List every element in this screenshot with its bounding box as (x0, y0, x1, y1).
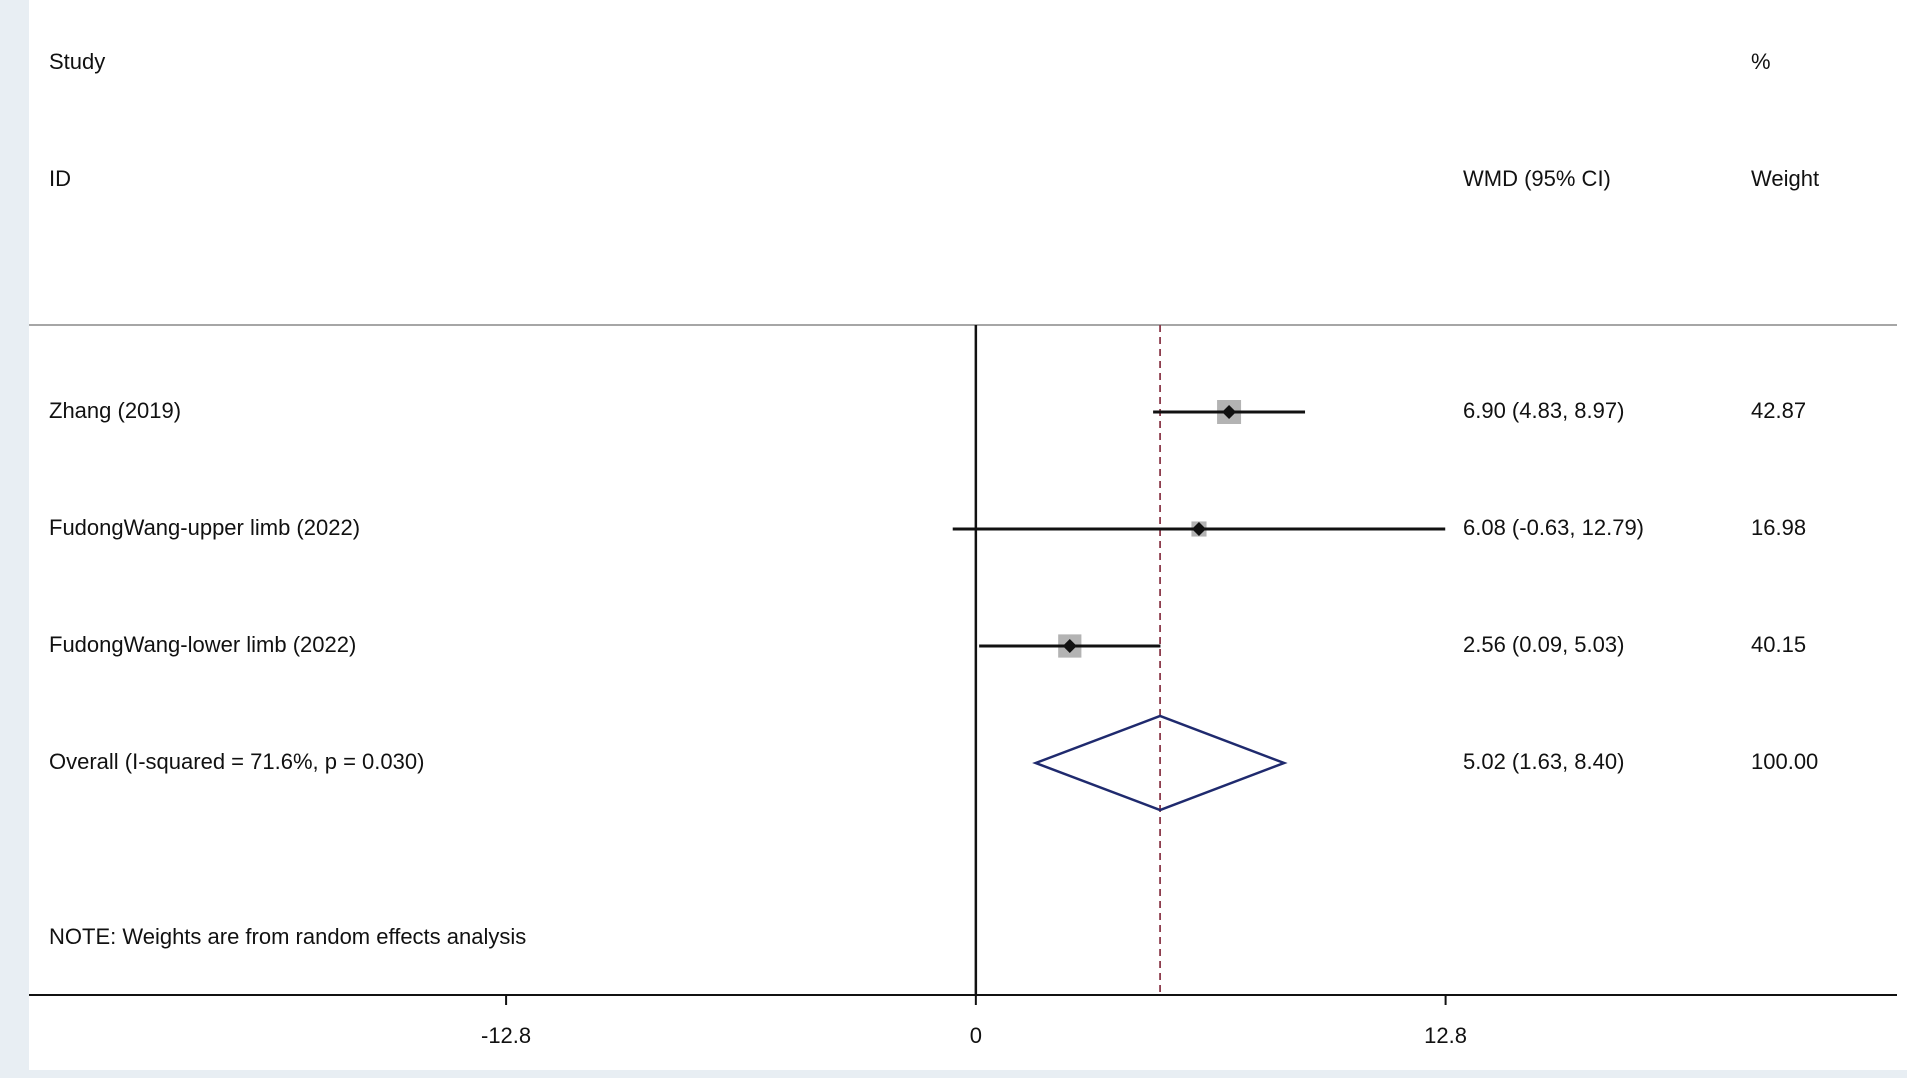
header-id: ID (49, 166, 71, 191)
bottom-frame (0, 1070, 1907, 1078)
weight-label: 16.98 (1751, 515, 1806, 540)
effect-label: 6.08 (-0.63, 12.79) (1463, 515, 1644, 540)
point-estimate (1222, 405, 1237, 419)
point-estimate (1191, 522, 1206, 536)
weight-label: 42.87 (1751, 398, 1806, 423)
overall-weight-label: 100.00 (1751, 749, 1818, 774)
header-weight: Weight (1751, 166, 1819, 191)
x-tick-label: 0 (970, 1023, 982, 1048)
header-study: Study (49, 49, 105, 74)
weight-label: 40.15 (1751, 632, 1806, 657)
study-name: FudongWang-upper limb (2022) (49, 515, 360, 540)
effect-label: 2.56 (0.09, 5.03) (1463, 632, 1624, 657)
x-tick-label: -12.8 (481, 1023, 531, 1048)
left-frame (0, 0, 29, 1078)
overall-effect-label: 5.02 (1.63, 8.40) (1463, 749, 1624, 774)
point-estimate (1062, 639, 1077, 653)
study-name: Zhang (2019) (49, 398, 181, 423)
header-effect: WMD (95% CI) (1463, 166, 1611, 191)
overall-name: Overall (I-squared = 71.6%, p = 0.030) (49, 749, 424, 774)
study-name: FudongWang-lower limb (2022) (49, 632, 356, 657)
overall-diamond (1032, 714, 1288, 812)
x-tick-label: 12.8 (1424, 1023, 1467, 1048)
header-percent: % (1751, 49, 1771, 74)
note: NOTE: Weights are from random effects an… (49, 924, 526, 949)
effect-label: 6.90 (4.83, 8.97) (1463, 398, 1624, 423)
